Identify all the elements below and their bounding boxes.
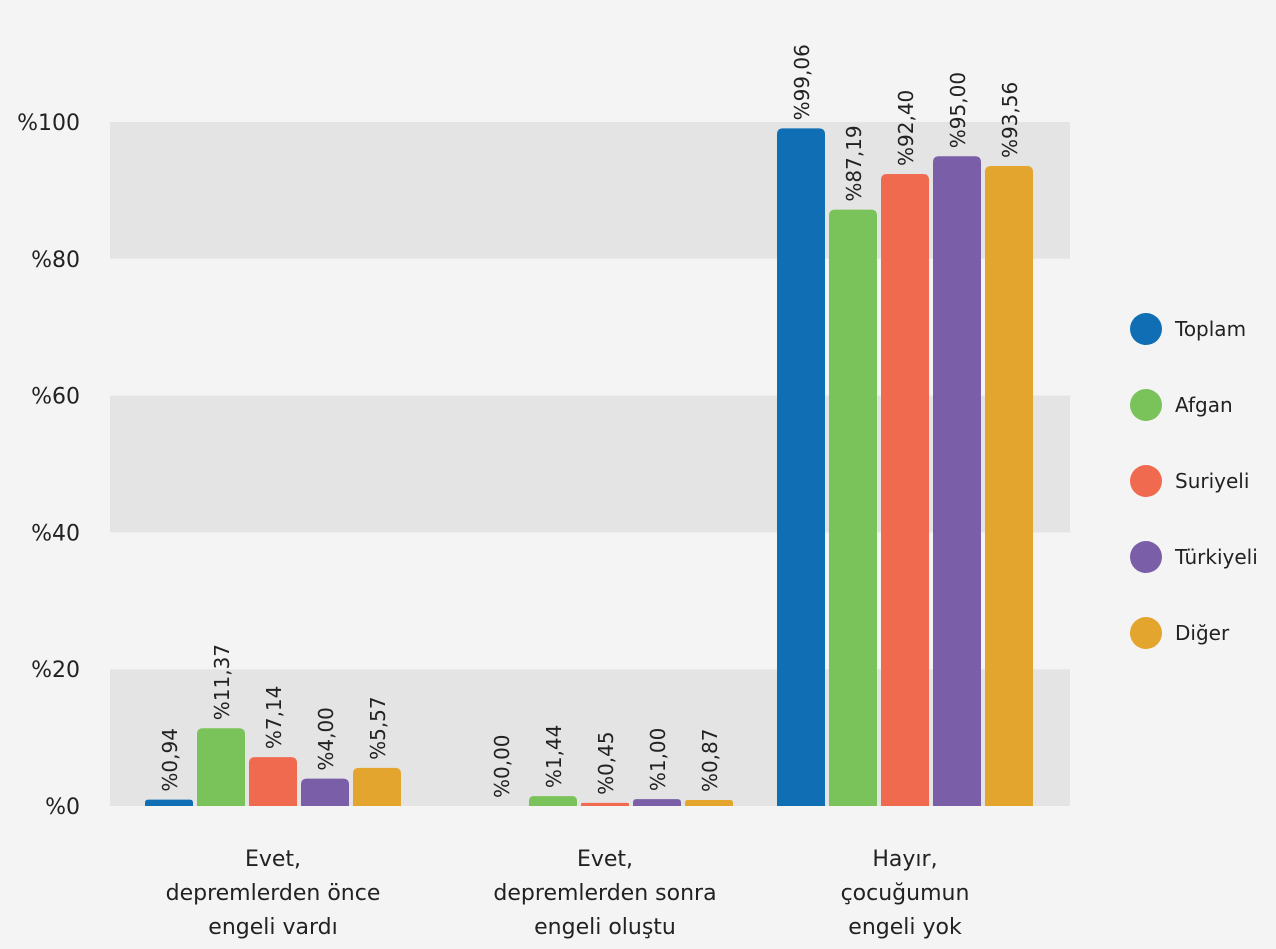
y-tick-label: %60 bbox=[31, 385, 80, 410]
legend-swatch bbox=[1130, 465, 1162, 497]
category-label: Evet, bbox=[245, 847, 301, 872]
category-label: engeli vardı bbox=[208, 915, 337, 940]
data-label: %95,00 bbox=[946, 72, 970, 148]
legend-swatch bbox=[1130, 313, 1162, 345]
legend-label: Suriyeli bbox=[1175, 469, 1249, 493]
bar-suriyeli bbox=[881, 173, 929, 806]
legend-swatch bbox=[1130, 617, 1162, 649]
legend-label: Diğer bbox=[1175, 621, 1230, 645]
bars bbox=[145, 128, 1033, 807]
data-label: %0,87 bbox=[698, 729, 722, 793]
data-label: %92,40 bbox=[894, 90, 918, 166]
category-label: depremlerden önce bbox=[166, 881, 381, 906]
bar-türkiyeli bbox=[933, 156, 981, 806]
category-labels: Evet, depremlerden önce engeli vardı Evet, d… bbox=[166, 847, 970, 940]
legend-swatch bbox=[1130, 541, 1162, 573]
data-label: %87,19 bbox=[842, 125, 866, 201]
bar-afgan bbox=[829, 209, 877, 806]
bar-türkiyeli bbox=[633, 799, 681, 806]
legend-label: Türkiyeli bbox=[1174, 545, 1258, 569]
bar-diğer bbox=[353, 767, 401, 806]
data-label: %7,14 bbox=[262, 686, 286, 750]
bar-afgan bbox=[197, 728, 245, 806]
y-axis-ticks: %0 %20 %40 %60 %80 %100 bbox=[17, 111, 80, 820]
data-label: %11,37 bbox=[210, 644, 234, 720]
data-label: %93,56 bbox=[998, 82, 1022, 158]
category-label: engeli oluştu bbox=[534, 915, 676, 940]
bar-toplam bbox=[777, 128, 825, 807]
category-label: depremlerden sonra bbox=[493, 881, 716, 906]
bar-türkiyeli bbox=[301, 778, 349, 806]
data-label: %99,06 bbox=[790, 44, 814, 120]
y-tick-label: %40 bbox=[31, 521, 80, 546]
data-label: %0,45 bbox=[594, 731, 618, 795]
bar-diğer bbox=[985, 166, 1033, 806]
bar-suriyeli bbox=[249, 757, 297, 806]
y-tick-label: %20 bbox=[31, 658, 80, 683]
bar-toplam bbox=[145, 799, 193, 806]
legend-label: Toplam bbox=[1174, 317, 1246, 341]
legend-swatch bbox=[1130, 389, 1162, 421]
category-label: engeli yok bbox=[848, 915, 962, 940]
bar-diğer bbox=[685, 800, 733, 806]
data-label: %0,00 bbox=[490, 734, 514, 798]
y-tick-label: %80 bbox=[31, 248, 80, 273]
data-label: %1,00 bbox=[646, 728, 670, 792]
bar-afgan bbox=[529, 796, 577, 806]
category-label: çocuğumun bbox=[841, 881, 970, 906]
data-label: %0,94 bbox=[158, 728, 182, 792]
category-label: Hayır, bbox=[872, 847, 937, 872]
bar-suriyeli bbox=[581, 802, 629, 806]
data-label: %1,44 bbox=[542, 725, 566, 789]
category-label: Evet, bbox=[577, 847, 633, 872]
legend: Toplam Afgan Suriyeli Türkiyeli Diğer bbox=[1130, 313, 1258, 649]
data-label: %5,57 bbox=[366, 696, 390, 760]
data-labels: %0,94 %11,37 %7,14 %4,00 %5,57 %0,00 %1,44 %0,4… bbox=[158, 44, 1022, 798]
legend-label: Afgan bbox=[1175, 393, 1233, 417]
y-tick-label: %0 bbox=[45, 795, 80, 820]
y-tick-label: %100 bbox=[17, 111, 80, 136]
data-label: %4,00 bbox=[314, 707, 338, 771]
